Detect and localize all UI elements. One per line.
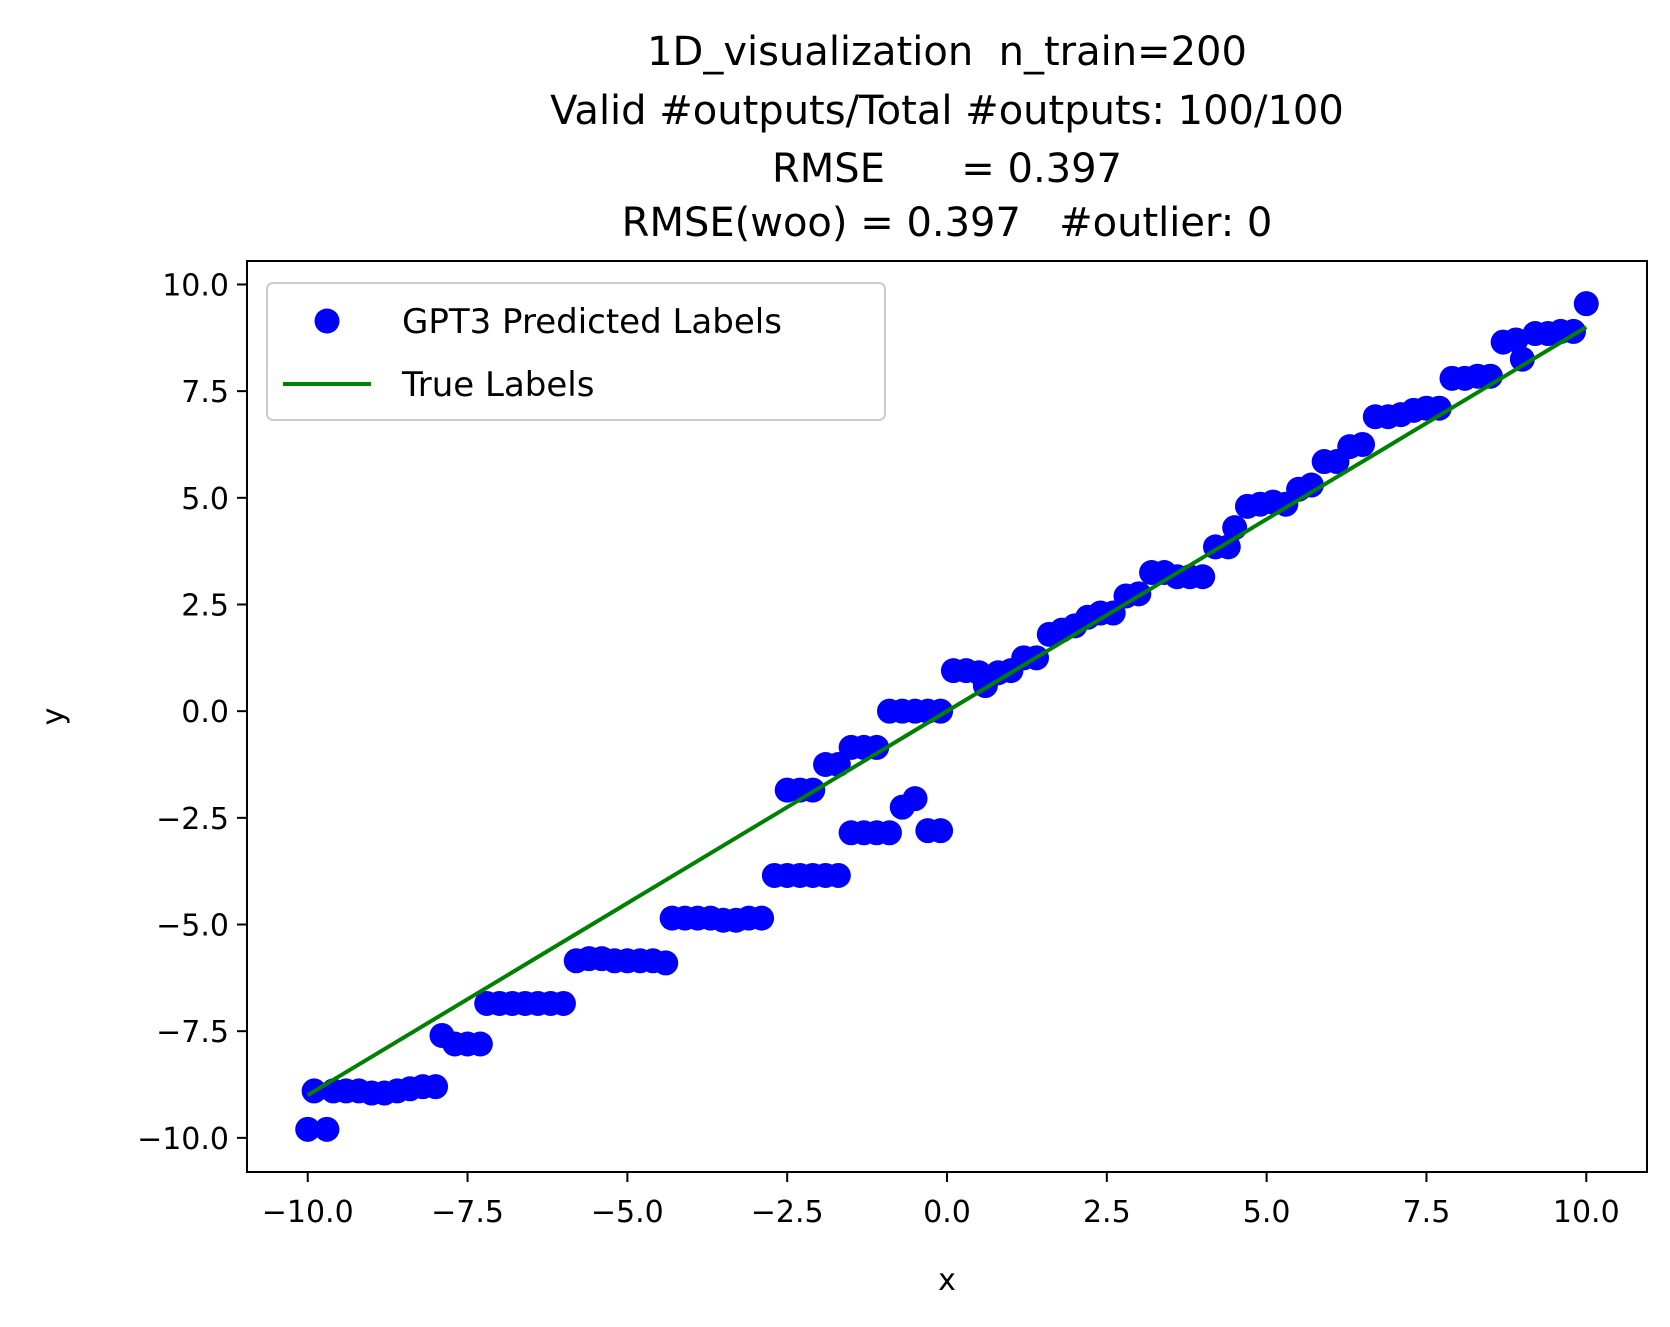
- predicted-point: [902, 786, 928, 812]
- predicted-point: [1350, 431, 1376, 457]
- y-tick-label: 0.0: [181, 695, 229, 730]
- title-line-2: Valid #outputs/Total #outputs: 100/100: [550, 88, 1344, 134]
- predicted-point: [1426, 395, 1452, 421]
- y-axis: 10.0 7.5 5.0 2.5 0.0 −2.5 −5.0 −7.5 −10.0: [137, 268, 247, 1157]
- title-line-4: RMSE(woo) = 0.397 #outlier: 0: [622, 200, 1273, 246]
- predicted-point: [1573, 291, 1599, 317]
- legend-box: [266, 282, 886, 421]
- y-axis-label: y: [36, 708, 71, 726]
- y-tick-label: 2.5: [181, 588, 229, 623]
- predicted-point: [1190, 564, 1216, 590]
- x-tick-label: 7.5: [1403, 1195, 1451, 1230]
- x-tick-label: 10.0: [1553, 1195, 1620, 1230]
- y-tick-label: 7.5: [181, 375, 229, 410]
- predicted-point: [423, 1074, 449, 1100]
- y-tick-label: 10.0: [162, 268, 229, 303]
- chart-title: 1D_visualization n_train=200 Valid #outpu…: [550, 29, 1344, 246]
- predicted-point: [864, 734, 890, 760]
- predicted-point: [295, 1116, 321, 1142]
- predicted-point: [314, 1116, 340, 1142]
- predicted-point: [1298, 472, 1324, 498]
- legend: GPT3 Predicted Labels True Labels: [266, 282, 886, 421]
- predicted-point: [876, 820, 902, 846]
- predicted-point: [653, 950, 679, 976]
- y-tick-label: −5.0: [156, 909, 229, 944]
- predicted-point: [550, 990, 576, 1016]
- y-tick-label: −7.5: [156, 1015, 229, 1050]
- predicted-point: [749, 905, 775, 931]
- predicted-point: [467, 1031, 493, 1057]
- x-tick-label: 0.0: [923, 1195, 971, 1230]
- legend-label-predicted: GPT3 Predicted Labels: [402, 302, 782, 342]
- plot-area: [246, 260, 1648, 1173]
- x-axis-label: x: [938, 1263, 956, 1298]
- legend-marker-predicted: [314, 308, 340, 334]
- x-tick-label: −5.0: [591, 1195, 664, 1230]
- predicted-point: [1509, 346, 1535, 372]
- predicted-point: [825, 862, 851, 888]
- x-tick-label: −10.0: [262, 1195, 354, 1230]
- y-tick-label: −2.5: [156, 802, 229, 837]
- x-tick-label: 2.5: [1083, 1195, 1131, 1230]
- x-axis: −10.0 −7.5 −5.0 −2.5 0.0 2.5 5.0 7.5 10.0: [262, 1172, 1620, 1230]
- x-tick-label: −2.5: [751, 1195, 824, 1230]
- predicted-point: [1503, 327, 1529, 353]
- x-tick-label: −7.5: [431, 1195, 504, 1230]
- true-labels-polyline: [306, 325, 1588, 1097]
- legend-label-true: True Labels: [401, 365, 594, 405]
- true-labels-line: [306, 325, 1588, 1097]
- x-tick-label: 5.0: [1243, 1195, 1291, 1230]
- title-line-3: RMSE = 0.397: [772, 146, 1122, 192]
- y-tick-label: −10.0: [137, 1122, 229, 1157]
- title-line-1: 1D_visualization n_train=200: [647, 29, 1247, 75]
- predicted-point: [928, 818, 954, 844]
- y-tick-label: 5.0: [181, 482, 229, 517]
